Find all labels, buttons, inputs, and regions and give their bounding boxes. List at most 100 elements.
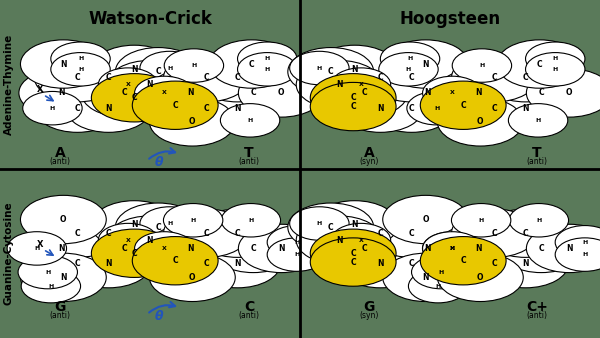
Circle shape <box>288 203 374 251</box>
Circle shape <box>164 49 224 82</box>
Circle shape <box>437 253 523 301</box>
Text: O: O <box>60 215 67 224</box>
Text: H: H <box>265 56 270 61</box>
Text: C: C <box>250 244 256 253</box>
Circle shape <box>220 104 280 137</box>
Text: (anti): (anti) <box>239 311 260 320</box>
Text: O: O <box>422 215 429 224</box>
Text: H: H <box>479 63 485 68</box>
Circle shape <box>148 224 234 272</box>
Text: X: X <box>450 246 455 251</box>
Circle shape <box>267 225 326 259</box>
Text: N: N <box>60 59 67 69</box>
Circle shape <box>51 42 110 75</box>
Text: O: O <box>189 273 196 282</box>
Text: H: H <box>582 252 587 257</box>
Text: N: N <box>422 273 429 282</box>
Circle shape <box>163 240 250 288</box>
Circle shape <box>310 82 396 131</box>
Text: H: H <box>247 118 253 123</box>
Circle shape <box>65 240 151 288</box>
Circle shape <box>34 84 120 132</box>
Circle shape <box>134 76 194 110</box>
Text: C: C <box>491 229 497 238</box>
Circle shape <box>238 224 324 272</box>
Text: H: H <box>449 246 455 251</box>
Circle shape <box>115 203 201 251</box>
Text: Adenine-Thymine: Adenine-Thymine <box>4 34 14 135</box>
Circle shape <box>369 53 455 102</box>
Circle shape <box>509 203 569 237</box>
Circle shape <box>337 240 424 288</box>
Text: N: N <box>235 104 241 113</box>
Text: (anti): (anti) <box>527 311 548 320</box>
Circle shape <box>7 232 67 265</box>
Circle shape <box>65 209 151 257</box>
Circle shape <box>210 224 296 272</box>
Text: C: C <box>460 256 466 265</box>
Circle shape <box>452 84 538 132</box>
Circle shape <box>422 232 482 265</box>
Circle shape <box>81 224 167 272</box>
Circle shape <box>310 229 396 277</box>
Text: H: H <box>191 218 196 223</box>
Circle shape <box>91 229 177 277</box>
Text: H: H <box>78 56 83 61</box>
Text: N: N <box>424 89 430 97</box>
Circle shape <box>98 68 158 101</box>
Circle shape <box>163 203 223 237</box>
Text: C: C <box>409 229 415 238</box>
Text: C: C <box>155 67 161 76</box>
Circle shape <box>436 69 521 117</box>
Circle shape <box>526 69 600 117</box>
Text: θ: θ <box>155 156 163 169</box>
Circle shape <box>483 84 569 132</box>
Circle shape <box>337 53 424 102</box>
Text: N: N <box>352 220 358 230</box>
Circle shape <box>322 224 408 272</box>
Circle shape <box>163 53 250 102</box>
Text: G: G <box>364 300 374 314</box>
Text: N: N <box>188 89 194 97</box>
Text: Watson-Crick: Watson-Crick <box>88 10 212 28</box>
Circle shape <box>65 53 151 102</box>
Text: C: C <box>328 223 334 232</box>
Text: C: C <box>121 89 127 97</box>
Text: X: X <box>359 238 364 243</box>
Text: N: N <box>59 244 65 253</box>
Text: G: G <box>55 300 65 314</box>
Text: H: H <box>50 106 55 111</box>
Text: N: N <box>106 104 112 113</box>
Text: H: H <box>317 221 322 226</box>
Text: X: X <box>125 82 130 87</box>
Text: X: X <box>37 85 43 94</box>
Text: C: C <box>155 223 161 232</box>
Text: Hoogsteen: Hoogsteen <box>400 10 500 28</box>
Circle shape <box>452 53 538 102</box>
Text: H: H <box>439 270 444 274</box>
Circle shape <box>195 53 281 102</box>
Circle shape <box>322 69 408 117</box>
Text: N: N <box>422 59 429 69</box>
Circle shape <box>369 209 455 257</box>
Text: C: C <box>172 101 178 110</box>
Circle shape <box>148 69 234 117</box>
Text: H: H <box>317 66 322 71</box>
Text: O: O <box>477 273 484 282</box>
Circle shape <box>140 207 199 240</box>
Circle shape <box>19 69 105 117</box>
Circle shape <box>23 92 82 125</box>
Text: C+: C+ <box>526 300 548 314</box>
Text: H: H <box>436 284 441 289</box>
Text: N: N <box>60 273 67 282</box>
Text: C: C <box>328 67 334 76</box>
Circle shape <box>238 53 297 86</box>
Text: C: C <box>350 102 356 111</box>
Circle shape <box>65 84 151 132</box>
Text: C: C <box>377 229 383 238</box>
Circle shape <box>91 45 177 94</box>
Circle shape <box>312 201 398 249</box>
Text: N: N <box>336 236 343 245</box>
Circle shape <box>452 209 538 257</box>
Text: H: H <box>536 218 541 223</box>
